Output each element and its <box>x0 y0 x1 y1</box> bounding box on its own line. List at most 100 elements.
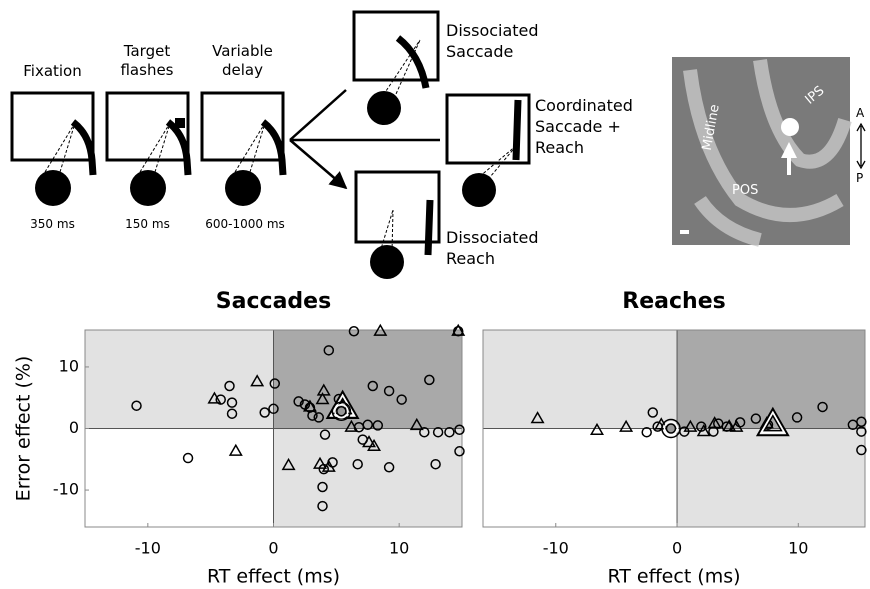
condition-label: Coordinated Saccade + Reach <box>535 96 633 157</box>
quadrant <box>85 330 274 429</box>
point <box>207 391 222 404</box>
point <box>312 456 327 469</box>
point <box>268 403 279 415</box>
mean-point <box>661 418 681 439</box>
point <box>641 426 652 438</box>
quadrant <box>483 330 678 429</box>
point <box>444 426 455 438</box>
x-tick-label: -10 <box>135 539 161 558</box>
point <box>373 323 388 336</box>
quadrant <box>483 428 678 527</box>
point <box>791 412 803 423</box>
mean-outline <box>334 404 349 419</box>
screen <box>354 170 441 244</box>
point <box>362 435 377 448</box>
point <box>317 481 328 493</box>
task-diagram <box>10 10 531 279</box>
point <box>647 407 659 418</box>
direction-label: A <box>856 106 865 120</box>
arrow <box>289 89 440 188</box>
quadrant <box>677 428 865 527</box>
condition-label: Dissociated Reach <box>446 228 539 268</box>
point <box>269 378 281 389</box>
mean-outline <box>661 418 681 439</box>
point <box>430 458 441 470</box>
point <box>367 438 382 452</box>
mean-outline <box>755 406 790 437</box>
screen <box>10 91 95 162</box>
screen <box>105 91 190 162</box>
brain-image <box>672 57 866 247</box>
y-axis-label: Error effect (%) <box>13 356 35 502</box>
y-tick-label: -10 <box>53 480 79 499</box>
point <box>302 399 317 412</box>
mean-outline <box>762 414 783 432</box>
gaze-line <box>44 39 518 253</box>
point <box>451 323 466 336</box>
brain-label: POS <box>732 183 759 198</box>
point <box>224 380 235 392</box>
point <box>226 397 238 408</box>
y-tick-label: 0 <box>69 418 79 437</box>
point <box>131 400 142 411</box>
point <box>321 459 336 472</box>
point <box>228 443 243 456</box>
phase-label: Fixation <box>23 62 82 80</box>
x-tick-label: 0 <box>268 539 278 558</box>
chart-title: Reaches <box>622 289 725 314</box>
point <box>856 444 867 456</box>
x-axis-label: RT effect (ms) <box>207 566 340 588</box>
phase-duration: 600-1000 ms <box>205 217 285 231</box>
point <box>281 457 296 471</box>
quadrant <box>85 428 274 527</box>
mean-point <box>331 401 352 422</box>
phase-label: Target flashes <box>120 42 174 79</box>
x-axis-label: RT effect (ms) <box>607 566 740 588</box>
point <box>293 396 304 407</box>
point <box>372 420 384 431</box>
point <box>454 424 465 435</box>
x-tick-label: 0 <box>672 539 682 558</box>
screen <box>352 10 440 82</box>
point <box>317 500 328 512</box>
point <box>250 374 265 387</box>
point <box>419 426 430 438</box>
x-tick-label: -10 <box>543 539 569 558</box>
point <box>750 413 762 424</box>
point <box>696 424 711 437</box>
point <box>182 452 194 464</box>
quadrant <box>273 330 462 429</box>
x-tick-label: 10 <box>389 539 409 558</box>
x-tick-label: 10 <box>788 539 808 558</box>
point <box>396 394 407 405</box>
mean-outline <box>759 410 786 434</box>
arm <box>70 35 522 256</box>
screen <box>200 91 285 162</box>
point <box>729 419 744 432</box>
point <box>215 394 226 405</box>
phase-duration: 150 ms <box>125 217 170 231</box>
point <box>319 429 331 440</box>
point <box>344 419 359 432</box>
point <box>383 462 395 473</box>
mean-outline <box>336 406 347 417</box>
point <box>856 416 867 427</box>
mean-outline <box>663 421 679 436</box>
quadrant <box>273 428 462 527</box>
point <box>313 412 324 423</box>
phase-duration: 350 ms <box>30 217 75 231</box>
y-tick-label: 10 <box>59 356 79 375</box>
point <box>619 419 634 432</box>
point <box>348 325 360 337</box>
point <box>589 422 604 435</box>
point <box>323 345 335 356</box>
point <box>722 419 737 432</box>
point <box>352 458 363 470</box>
mean-point <box>755 406 790 437</box>
point <box>530 411 545 424</box>
point <box>424 374 435 386</box>
point <box>817 401 828 413</box>
target <box>175 118 185 128</box>
